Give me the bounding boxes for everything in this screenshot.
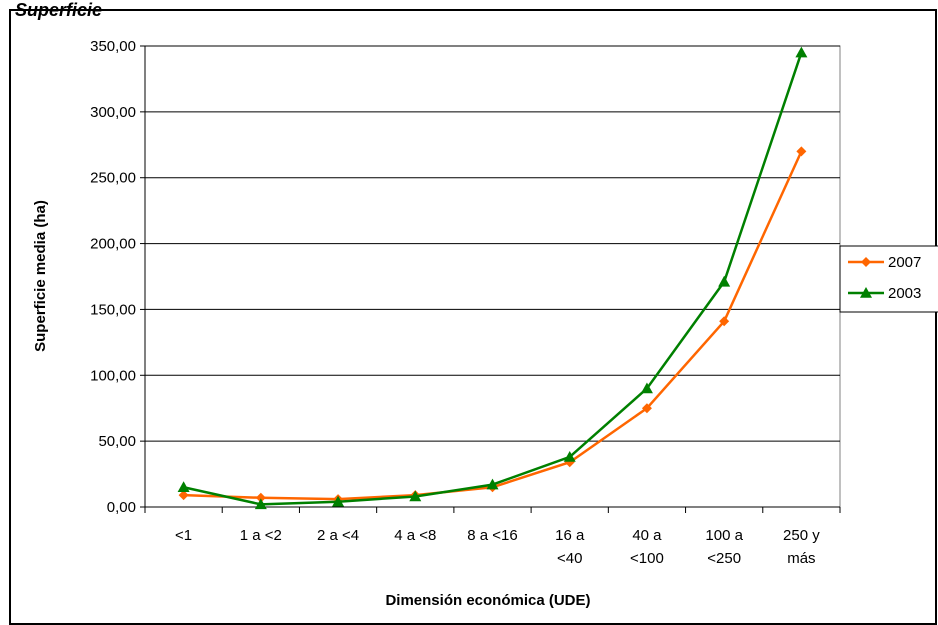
- data-point-2003: [332, 495, 345, 507]
- legend-marker-2003: [860, 287, 872, 298]
- data-point-2003: [640, 382, 653, 394]
- data-point-2003: [409, 490, 422, 502]
- plot-area: [144, 45, 841, 508]
- data-point-2003: [254, 498, 267, 510]
- legend-label-2007: 2007: [888, 254, 921, 271]
- data-point-2003: [718, 275, 731, 287]
- x-tick-labels: <1 1 a <2 2 a <4 4 a <8 8 a <16 16 a <40 40 a <1…: [175, 527, 820, 567]
- legend-marker-2007: [861, 257, 871, 267]
- x-tick-label: <1: [175, 527, 192, 544]
- x-tick-label: 4 a <8: [394, 527, 436, 544]
- y-tick-label: 50,00: [98, 433, 136, 450]
- x-axis-label: Dimensión económica (UDE): [385, 592, 590, 609]
- data-point-2003: [795, 46, 808, 58]
- y-tick-label: 300,00: [90, 104, 136, 121]
- data-point-2007: [255, 492, 266, 503]
- data-point-2007: [641, 403, 652, 414]
- legend-label-2003: 2003: [888, 285, 921, 302]
- y-tick-label: 100,00: [90, 367, 136, 384]
- gridlines: [140, 45, 841, 513]
- x-tick-label: 16 a <40: [555, 527, 585, 567]
- y-tick-label: 200,00: [90, 236, 136, 253]
- y-tick-label: 350,00: [90, 38, 136, 55]
- x-tick-label: 1 a <2: [240, 527, 282, 544]
- y-tick-label: 150,00: [90, 301, 136, 318]
- figure-top-title: Superficie: [15, 0, 103, 20]
- data-point-2003: [563, 450, 576, 462]
- data-point-2007: [796, 146, 807, 157]
- x-tick-label: 2 a <4: [317, 527, 359, 544]
- data-point-2003: [177, 481, 190, 493]
- legend: 2007 2003: [839, 245, 938, 313]
- x-tick-label: 100 a <250: [705, 527, 743, 567]
- data-point-2003: [486, 478, 499, 490]
- data-point-2007: [178, 490, 189, 501]
- y-tick-label: 0,00: [107, 499, 136, 516]
- y-tick-label: 250,00: [90, 170, 136, 187]
- data-point-2007: [719, 316, 730, 327]
- y-tick-labels: 0,00 50,00 100,00 150,00 200,00 250,00 300,00 3…: [90, 38, 136, 516]
- x-tick-label: 8 a <16: [467, 527, 517, 544]
- x-tick-label: 250 y más: [783, 527, 820, 567]
- data-series: [177, 46, 808, 510]
- legend-box: [839, 245, 938, 313]
- x-tick-label: 40 a <100: [630, 527, 664, 567]
- y-axis-label: Superficie media (ha): [32, 200, 49, 352]
